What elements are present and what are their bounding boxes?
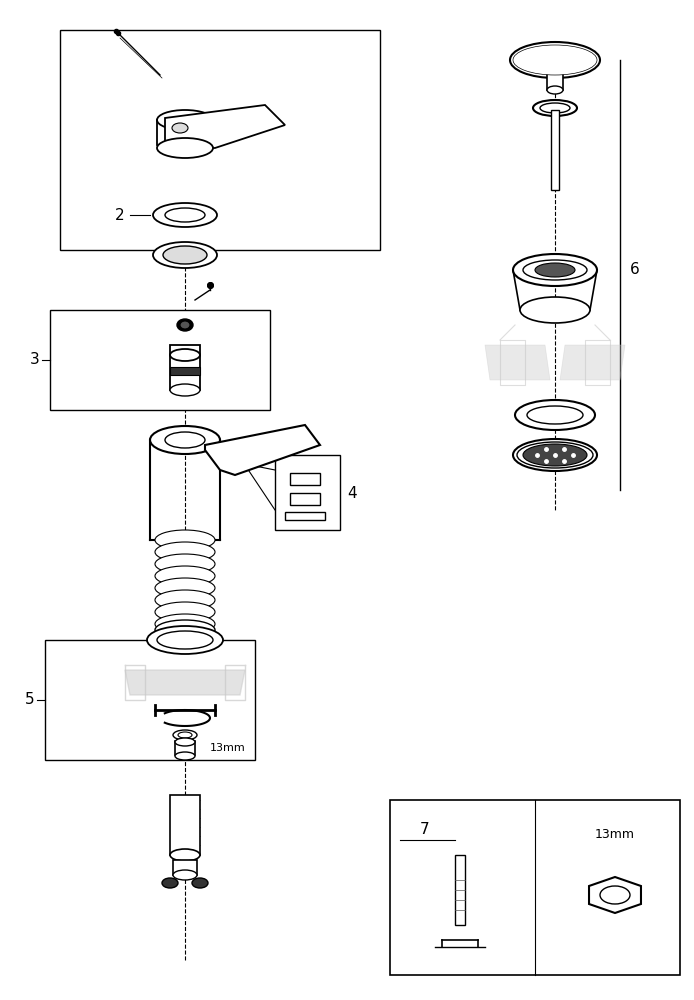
- Ellipse shape: [157, 110, 213, 130]
- Text: 6: 6: [630, 262, 640, 277]
- Ellipse shape: [510, 42, 600, 78]
- Ellipse shape: [155, 602, 215, 622]
- Bar: [290, 473, 320, 485]
- Ellipse shape: [192, 878, 208, 888]
- Ellipse shape: [162, 878, 178, 888]
- Text: 3: 3: [30, 353, 40, 367]
- Ellipse shape: [153, 203, 217, 227]
- Polygon shape: [165, 105, 285, 148]
- Ellipse shape: [600, 886, 630, 904]
- Ellipse shape: [155, 566, 215, 586]
- Ellipse shape: [165, 208, 205, 222]
- Ellipse shape: [533, 100, 577, 116]
- Ellipse shape: [175, 752, 195, 760]
- Bar: [275, 455, 340, 530]
- Ellipse shape: [535, 263, 575, 277]
- Bar: [455, 855, 465, 925]
- Polygon shape: [485, 345, 550, 380]
- Ellipse shape: [520, 297, 590, 323]
- Ellipse shape: [172, 123, 188, 133]
- Ellipse shape: [170, 849, 200, 861]
- Ellipse shape: [513, 439, 597, 471]
- Ellipse shape: [147, 626, 223, 654]
- Bar: [170, 367, 200, 375]
- Ellipse shape: [175, 738, 195, 746]
- Bar: [173, 860, 197, 875]
- Polygon shape: [295, 512, 320, 518]
- Ellipse shape: [515, 400, 595, 430]
- Text: 2: 2: [115, 208, 125, 223]
- Ellipse shape: [547, 86, 563, 94]
- Ellipse shape: [155, 614, 215, 634]
- Bar: [60, 30, 380, 250]
- Text: 5: 5: [25, 692, 35, 708]
- Ellipse shape: [523, 260, 587, 280]
- Text: 4: 4: [347, 486, 357, 500]
- Ellipse shape: [157, 631, 213, 649]
- Text: 13mm: 13mm: [595, 828, 635, 842]
- Ellipse shape: [523, 444, 587, 466]
- Ellipse shape: [155, 530, 215, 550]
- Polygon shape: [205, 425, 320, 475]
- Ellipse shape: [157, 138, 213, 158]
- Ellipse shape: [180, 321, 190, 329]
- Ellipse shape: [177, 319, 193, 331]
- Bar: [290, 493, 320, 505]
- Bar: [175, 741, 195, 755]
- Ellipse shape: [155, 554, 215, 574]
- Ellipse shape: [513, 45, 597, 75]
- Polygon shape: [295, 475, 320, 482]
- Ellipse shape: [170, 384, 200, 396]
- Ellipse shape: [155, 542, 215, 562]
- Bar: [551, 110, 559, 190]
- Ellipse shape: [540, 103, 570, 113]
- Ellipse shape: [527, 406, 583, 424]
- Polygon shape: [560, 345, 625, 380]
- Ellipse shape: [155, 590, 215, 610]
- Polygon shape: [125, 670, 245, 695]
- Ellipse shape: [170, 349, 200, 361]
- Bar: [285, 512, 325, 520]
- Bar: [170, 795, 200, 855]
- Text: 13mm: 13mm: [210, 743, 246, 753]
- Ellipse shape: [155, 620, 215, 640]
- Ellipse shape: [165, 432, 205, 448]
- Ellipse shape: [153, 242, 217, 268]
- Ellipse shape: [163, 246, 207, 264]
- Ellipse shape: [513, 254, 597, 286]
- Bar: [390, 800, 680, 975]
- Ellipse shape: [173, 730, 197, 740]
- Ellipse shape: [173, 870, 197, 880]
- Bar: [50, 310, 270, 410]
- Bar: [45, 640, 255, 760]
- Polygon shape: [589, 877, 641, 913]
- Text: 7: 7: [420, 822, 430, 838]
- Bar: [547, 60, 563, 90]
- Ellipse shape: [155, 578, 215, 598]
- Bar: [170, 345, 200, 390]
- Ellipse shape: [150, 426, 220, 454]
- Ellipse shape: [178, 732, 192, 738]
